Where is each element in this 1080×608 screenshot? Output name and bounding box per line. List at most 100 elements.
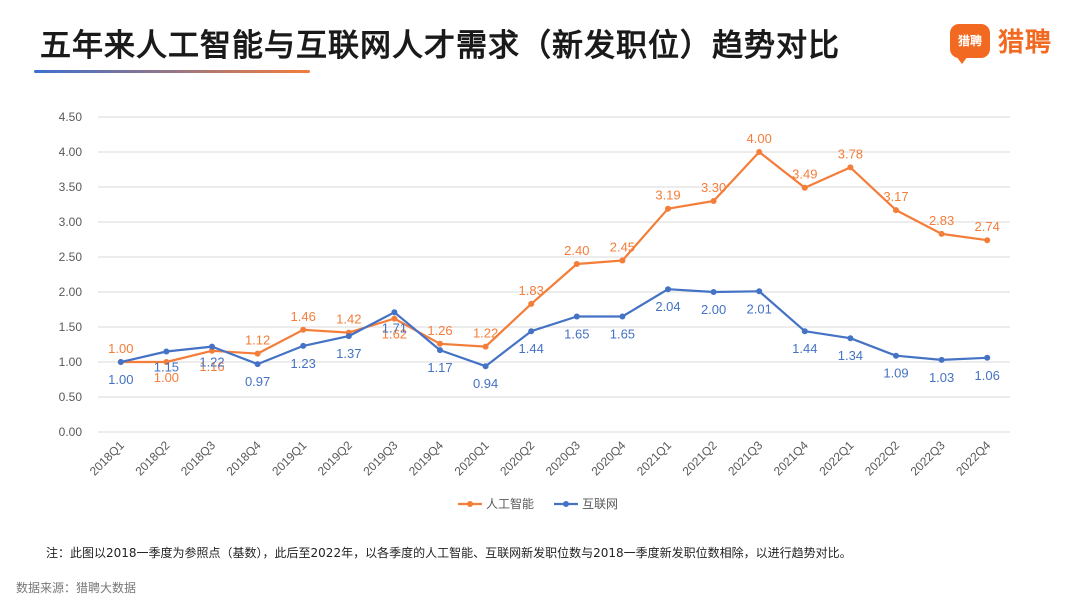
data-point <box>391 309 398 316</box>
data-label-ai: 4.00 <box>747 131 772 146</box>
data-label-internet: 1.00 <box>108 372 133 387</box>
x-tick-label: 2022Q4 <box>953 438 993 478</box>
y-tick-label: 1.50 <box>59 320 83 334</box>
data-point <box>528 328 535 335</box>
data-label-internet: 2.00 <box>701 302 726 317</box>
x-tick-label: 2020Q3 <box>543 438 583 478</box>
x-tick-label: 2019Q4 <box>406 438 446 478</box>
data-label-internet: 1.44 <box>792 341 817 356</box>
page-title: 五年来人工智能与互联网人才需求（新发职位）趋势对比 <box>40 28 840 64</box>
x-tick-label: 2020Q2 <box>497 438 537 478</box>
data-point <box>482 363 489 370</box>
y-tick-label: 0.00 <box>59 425 83 439</box>
data-label-internet: 1.03 <box>929 370 954 385</box>
series-line-0 <box>120 150 988 364</box>
data-point <box>528 300 535 307</box>
y-tick-label: 4.50 <box>59 110 83 124</box>
data-point <box>847 335 854 342</box>
x-tick-label: 2020Q4 <box>588 438 628 478</box>
data-label-internet: 0.97 <box>245 374 270 389</box>
y-tick-label: 0.50 <box>59 390 83 404</box>
x-tick-label: 2021Q1 <box>634 438 674 478</box>
data-label-ai: 1.00 <box>154 370 179 385</box>
data-point <box>117 359 124 365</box>
y-tick-label: 3.00 <box>59 215 83 229</box>
y-tick-label: 2.00 <box>59 285 83 299</box>
data-label-internet: 2.01 <box>747 301 772 316</box>
legend-label: 人工智能 <box>486 496 534 511</box>
data-point <box>300 326 307 333</box>
legend-marker <box>467 501 473 507</box>
title-underline <box>34 70 310 73</box>
data-point <box>437 347 443 354</box>
data-label-internet: 1.06 <box>975 368 1000 383</box>
chart-footnote: 注：此图以2018一季度为参照点（基数），此后至2022年，以各季度的人工智能、… <box>46 546 852 560</box>
data-point <box>619 257 626 264</box>
data-point <box>345 333 352 340</box>
data-label-ai: 2.74 <box>975 219 1000 234</box>
data-point <box>893 207 899 214</box>
data-point <box>984 237 991 244</box>
data-point <box>209 343 215 350</box>
data-point <box>619 313 626 320</box>
data-label-ai: 1.46 <box>291 309 316 324</box>
data-label-internet: 0.94 <box>473 376 498 391</box>
x-tick-label: 2022Q1 <box>816 438 856 478</box>
data-label-ai: 1.12 <box>245 333 270 348</box>
x-tick-label: 2018Q2 <box>132 438 172 478</box>
data-label-ai: 2.40 <box>564 243 589 258</box>
speech-bubble-logo-icon: 猎聘 <box>949 23 990 64</box>
x-tick-label: 2020Q1 <box>452 438 492 478</box>
legend-marker <box>563 501 569 507</box>
data-label-internet: 1.44 <box>519 341 544 356</box>
data-label-internet: 1.65 <box>610 327 635 342</box>
data-point <box>984 354 991 361</box>
data-label-ai: 3.19 <box>655 188 680 203</box>
data-label-ai: 3.17 <box>883 189 908 204</box>
data-point <box>938 356 945 363</box>
y-tick-label: 4.00 <box>59 145 83 159</box>
data-point <box>756 288 763 295</box>
legend-label: 互联网 <box>582 497 618 511</box>
data-label-ai: 1.00 <box>108 341 133 356</box>
data-point <box>801 328 808 335</box>
data-point <box>437 340 443 347</box>
data-point <box>163 348 170 355</box>
x-tick-label: 2022Q2 <box>862 438 902 478</box>
data-source: 数据来源：猎聘大数据 <box>16 581 137 595</box>
data-label-ai: 1.26 <box>427 323 452 338</box>
data-label-ai: 2.45 <box>610 240 635 255</box>
x-tick-label: 2019Q3 <box>360 438 400 478</box>
data-point <box>938 230 945 237</box>
data-point <box>710 289 717 295</box>
data-label-ai: 3.49 <box>792 167 817 182</box>
data-label-internet: 1.17 <box>427 360 452 375</box>
brand-logo: 猎聘 猎聘 <box>949 22 1052 64</box>
data-point <box>300 342 307 349</box>
series-line-1 <box>120 288 988 368</box>
x-tick-label: 2018Q3 <box>178 438 218 478</box>
data-label-ai: 1.16 <box>199 359 224 374</box>
x-tick-label: 2019Q2 <box>315 438 355 478</box>
x-tick-label: 2022Q3 <box>908 438 948 478</box>
data-point <box>391 315 398 322</box>
data-point <box>254 350 261 357</box>
x-tick-label: 2021Q2 <box>680 438 720 478</box>
data-label-internet: 1.34 <box>838 348 863 363</box>
data-point <box>710 198 717 204</box>
data-label-ai: 3.78 <box>838 146 863 161</box>
logo-text: 猎聘 <box>997 28 1052 58</box>
x-tick-label: 2018Q4 <box>224 438 264 478</box>
data-label-internet: 1.23 <box>291 356 316 371</box>
data-label-ai: 1.83 <box>519 283 544 298</box>
data-label-ai: 3.30 <box>701 180 726 195</box>
x-tick-label: 2019Q1 <box>269 438 309 478</box>
x-tick-label: 2021Q3 <box>725 438 765 478</box>
data-point <box>665 205 671 212</box>
data-label-ai: 1.22 <box>473 326 498 341</box>
y-tick-label: 3.50 <box>59 180 83 194</box>
data-label-internet: 1.15 <box>154 360 179 375</box>
data-point <box>482 343 489 350</box>
data-point <box>163 359 170 365</box>
y-tick-label: 1.00 <box>59 355 83 369</box>
